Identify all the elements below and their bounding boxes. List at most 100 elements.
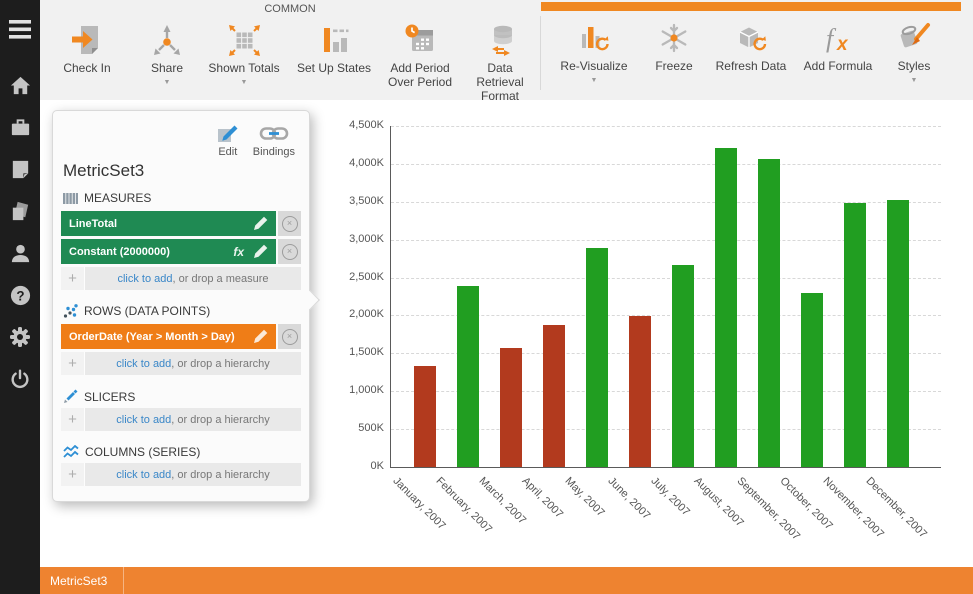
chevron-down-icon: ▼ [590, 77, 598, 85]
share-button[interactable]: Share ▼ [134, 18, 200, 114]
hierarchy-chip-orderdate[interactable]: OrderDate (Year > Month > Day) [61, 324, 276, 349]
re-visualize-button[interactable]: Re-Visualize ▼ [547, 16, 641, 84]
pencil-icon[interactable] [253, 244, 268, 259]
chart-bar-5[interactable] [586, 248, 608, 467]
set-up-states-button[interactable]: Set Up States [288, 18, 380, 114]
pencil-icon[interactable] [253, 216, 268, 231]
ribbon-button-label: Shown Totals [208, 61, 280, 75]
gridline [391, 315, 941, 317]
help-icon[interactable]: ? [0, 274, 40, 316]
edit-label: Edit [218, 146, 238, 158]
documents-icon[interactable] [0, 190, 40, 232]
ribbon-toolbar: COMMON Check In Share ▼ [40, 0, 973, 114]
remove-measure-button[interactable]: × [278, 239, 301, 264]
chart-bar-7[interactable] [672, 264, 694, 467]
ribbon-group-context: Re-Visualize ▼ Freeze Refresh Data [541, 0, 973, 100]
chart-bar-6[interactable] [629, 316, 651, 467]
add-suffix: , or drop a measure [172, 272, 269, 285]
measure-row-constant: Constant (2000000) fx × [61, 239, 301, 264]
measure-chip-constant[interactable]: Constant (2000000) fx [61, 239, 276, 264]
add-column-row[interactable]: + click to add, or drop a hierarchy [61, 463, 301, 486]
user-icon[interactable] [0, 232, 40, 274]
click-to-add-link[interactable]: click to add [117, 272, 173, 285]
freeze-icon [656, 16, 692, 56]
y-axis-tick-label: 3,500K [349, 194, 384, 207]
bottom-tab-bar: MetricSet3 [40, 567, 973, 594]
svg-text:?: ? [16, 288, 24, 303]
chart-bar-9[interactable] [758, 159, 780, 467]
ribbon-button-label: Add Formula [803, 59, 873, 73]
add-slicer-row[interactable]: + click to add, or drop a hierarchy [61, 408, 301, 431]
add-suffix: , or drop a hierarchy [171, 357, 270, 370]
chart-bar-12[interactable] [887, 200, 909, 467]
add-period-over-period-button[interactable]: Add Period Over Period [380, 18, 460, 114]
x-axis-tick-label: June, 2007 [605, 475, 653, 522]
columns-series-icon [63, 445, 79, 458]
ribbon-button-label: Data Retrieval Format [476, 61, 524, 104]
check-in-button[interactable]: Check In [40, 18, 134, 114]
rows-section-header: ROWS (DATA POINTS) [53, 294, 309, 322]
chart-bar-1[interactable] [414, 366, 436, 467]
slicers-section-header: SLICERS [53, 379, 309, 408]
freeze-button[interactable]: Freeze [641, 16, 707, 84]
canvas-area: Edit Bindings MetricSet3 MEASURES LineTo… [40, 100, 973, 567]
y-axis-tick-label: 2,000K [349, 308, 384, 321]
slicers-icon [64, 389, 78, 403]
remove-measure-button[interactable]: × [278, 211, 301, 236]
edit-icon [217, 125, 238, 142]
ribbon-button-label: Set Up States [296, 61, 372, 75]
formula-fx-icon: fx [233, 244, 244, 259]
gear-icon[interactable] [0, 316, 40, 358]
click-to-add-link[interactable]: click to add [116, 357, 172, 370]
page-icon[interactable] [0, 148, 40, 190]
plus-icon: + [61, 408, 85, 431]
svg-text:f: f [826, 24, 837, 53]
styles-button[interactable]: Styles ▼ [881, 16, 947, 84]
add-measure-row[interactable]: + click to add, or drop a measure [61, 267, 301, 290]
click-to-add-link[interactable]: click to add [116, 468, 172, 481]
click-to-add-link[interactable]: click to add [116, 413, 172, 426]
gridline [391, 163, 941, 165]
chart-bar-11[interactable] [844, 203, 866, 467]
chart-bar-3[interactable] [500, 348, 522, 467]
add-suffix: , or drop a hierarchy [171, 468, 270, 481]
home-icon[interactable] [0, 64, 40, 106]
measures-icon [63, 192, 78, 204]
power-icon[interactable] [0, 358, 40, 400]
chart-bar-2[interactable] [457, 285, 479, 467]
rows-data-points-icon [63, 304, 78, 318]
refresh-data-button[interactable]: Refresh Data [707, 16, 795, 84]
bindings-button[interactable]: Bindings [253, 120, 295, 158]
panel-actions: Edit Bindings [53, 111, 309, 158]
chart-bar-8[interactable] [715, 147, 737, 467]
chart-bar-4[interactable] [543, 325, 565, 467]
add-rows-hierarchy-row[interactable]: + click to add, or drop a hierarchy [61, 352, 301, 375]
set-up-states-icon [316, 18, 352, 58]
close-icon: × [281, 243, 298, 260]
x-axis-tick-label: May, 2007 [562, 475, 607, 520]
pencil-icon[interactable] [253, 329, 268, 344]
bar-chart[interactable]: 0K 500K 1,000K 1,500K 2,000K 2,500K 3,000K 3,50… [330, 107, 973, 557]
gridline [391, 201, 941, 203]
shown-totals-button[interactable]: Shown Totals ▼ [200, 18, 288, 114]
chart-bar-10[interactable] [801, 292, 823, 467]
data-retrieval-format-button[interactable]: Data Retrieval Format ▼ [460, 18, 540, 114]
measures-header-label: MEASURES [84, 191, 152, 205]
remove-hierarchy-button[interactable]: × [278, 324, 301, 349]
columns-header-label: COLUMNS (SERIES) [85, 445, 201, 459]
chevron-down-icon: ▼ [910, 77, 918, 85]
edit-button[interactable]: Edit [215, 120, 241, 158]
measure-chip-linetotal[interactable]: LineTotal [61, 211, 276, 236]
rows-header-label: ROWS (DATA POINTS) [84, 304, 211, 318]
tab-metricset3[interactable]: MetricSet3 [40, 567, 125, 594]
menu-icon[interactable] [0, 8, 40, 52]
y-axis-tick-label: 1,000K [349, 384, 384, 397]
chart-plot-area [390, 126, 941, 468]
ribbon-group-separator [540, 16, 541, 90]
briefcase-icon[interactable] [0, 106, 40, 148]
hierarchy-label: OrderDate (Year > Month > Day) [69, 330, 235, 343]
check-in-icon [69, 18, 105, 58]
gridline [391, 353, 941, 355]
